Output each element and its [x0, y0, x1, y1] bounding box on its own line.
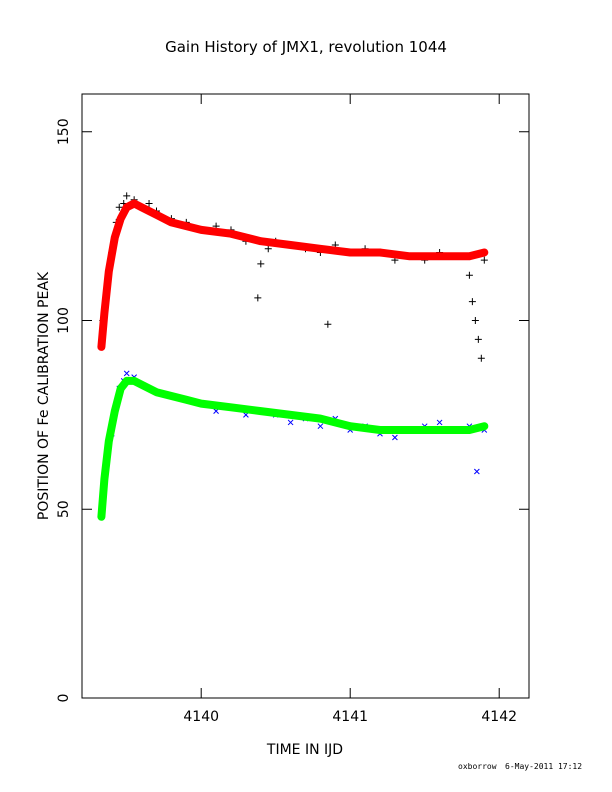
- series-0-point-37: [477, 354, 485, 362]
- x-axis-label: TIME IN IJD: [266, 742, 343, 758]
- y-tick-label-2: 100: [56, 307, 72, 334]
- x-axis-ticks: 4140 4141 4142: [183, 94, 517, 725]
- series-0-point-18: [264, 245, 272, 253]
- x-tick-label-0: 4140: [183, 709, 219, 725]
- series-3: [97, 376, 489, 521]
- series-0-point-33: [465, 271, 473, 279]
- series-0-point-3: [115, 203, 123, 211]
- series-0-point-35: [471, 317, 479, 324]
- series-0-point-8: [145, 199, 153, 207]
- series-0-point-38: [480, 256, 488, 264]
- series-0-point-34: [468, 298, 476, 306]
- y-axis-label: POSITION OF Fe CALIBRATION PEAK: [36, 271, 52, 520]
- series-0-point-23: [324, 320, 332, 328]
- series-0-point-36: [474, 335, 482, 343]
- series-3-line: [97, 376, 489, 521]
- series-2-point-18: [287, 419, 294, 426]
- y-axis-ticks: 0 50 100 150: [56, 118, 529, 702]
- series-1: [97, 199, 489, 351]
- y-tick-label-1: 50: [56, 500, 72, 518]
- y-tick-label-0: 0: [56, 694, 72, 703]
- plot-frame: [81, 93, 530, 699]
- footer-date: 6-May-2011 17:12: [505, 762, 582, 771]
- series-2-point-28: [436, 419, 443, 426]
- series-layer: [97, 192, 489, 521]
- series-1-line: [97, 199, 489, 351]
- chart-title: Gain History of JMX1, revolution 1044: [165, 38, 447, 56]
- series-2-point-20: [317, 423, 324, 430]
- series-0-point-17: [257, 260, 265, 268]
- series-2-point-5: [123, 370, 130, 377]
- x-tick-label-2: 4142: [481, 709, 517, 725]
- series-0-point-16: [254, 294, 262, 302]
- series-2-point-31: [473, 468, 480, 475]
- x-tick-label-1: 4141: [332, 709, 368, 725]
- series-0-point-5: [123, 192, 131, 200]
- series-2-point-25: [392, 434, 398, 441]
- footer-author: oxborrow: [458, 762, 497, 771]
- y-tick-label-3: 150: [56, 118, 72, 145]
